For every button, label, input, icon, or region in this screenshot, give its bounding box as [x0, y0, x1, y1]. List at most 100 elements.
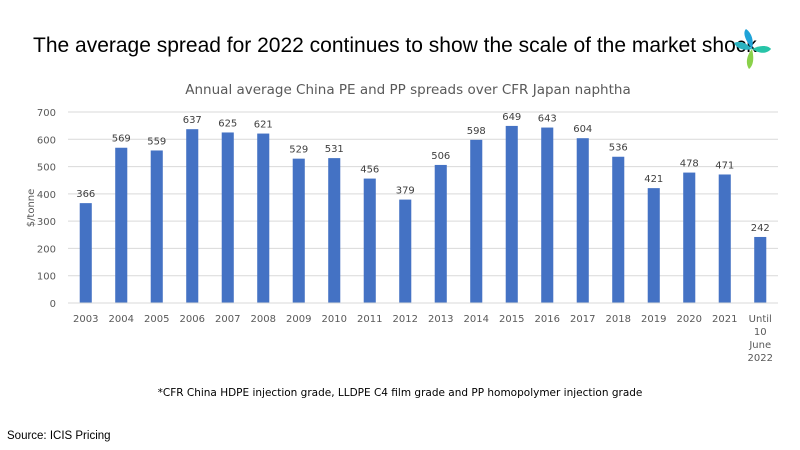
y-tick-label: 700 [37, 108, 56, 119]
data-label: 506 [431, 151, 450, 162]
bar [292, 158, 305, 303]
x-tick-label: 2005 [144, 314, 169, 325]
x-tick-label: Until 10 June 2022 [748, 314, 773, 364]
x-tick-label-line: 2007 [215, 314, 240, 325]
y-tick-label: 0 [50, 299, 56, 310]
x-tick-label: 2012 [393, 314, 418, 325]
x-tick-label: 2007 [215, 314, 240, 325]
data-label: 637 [183, 115, 202, 126]
x-tick-label-line: 2010 [322, 314, 347, 325]
x-tick-label-line: 2021 [712, 314, 737, 325]
bar [576, 138, 589, 303]
bar [79, 203, 92, 303]
y-tick-label: 300 [37, 217, 56, 228]
logo-petal-left [734, 41, 752, 50]
x-tick-label-line: 2011 [357, 314, 382, 325]
bar [683, 172, 696, 303]
y-tick-label: 400 [37, 190, 56, 201]
x-tick-label: 2011 [357, 314, 382, 325]
data-label: 643 [538, 114, 557, 125]
bar [257, 133, 270, 303]
x-tick-label: 2014 [464, 314, 489, 325]
bar-chart: Annual average China PE and PP spreads o… [26, 82, 778, 364]
data-label: 531 [325, 144, 344, 155]
y-tick-labels: 0 100 200 300 400 500 600 700 [37, 108, 56, 310]
x-tick-label-line: 2004 [109, 314, 134, 325]
data-label: 625 [218, 118, 237, 129]
x-tick-label: 2018 [606, 314, 631, 325]
data-label: 242 [751, 223, 770, 234]
x-tick-label: 2006 [180, 314, 205, 325]
x-tick-label-line: 2003 [73, 314, 98, 325]
bar [399, 199, 412, 303]
data-label: 366 [76, 189, 95, 200]
x-tick-label-line: 2008 [251, 314, 276, 325]
x-tick-label-line: 2012 [393, 314, 418, 325]
x-tick-label-line: 2014 [464, 314, 489, 325]
data-labels: 366 569 559 637 625 621 529 531 456 379 506 598 649 6… [76, 112, 770, 234]
x-tick-label: 2013 [428, 314, 453, 325]
data-label: 529 [289, 145, 308, 156]
data-label: 421 [644, 174, 663, 185]
y-tick-label: 600 [37, 135, 56, 146]
x-tick-label: 2003 [73, 314, 98, 325]
data-label: 478 [680, 159, 699, 170]
x-tick-label-line: 2020 [677, 314, 702, 325]
x-tick-label: 2009 [286, 314, 311, 325]
x-tick-label-line: 2017 [570, 314, 595, 325]
y-tick-label: 100 [37, 272, 56, 283]
x-tick-label-line: 2016 [535, 314, 560, 325]
bar [505, 125, 518, 303]
data-label: 621 [254, 120, 273, 131]
x-tick-label-line: 2018 [606, 314, 631, 325]
x-tick-label: 2004 [109, 314, 134, 325]
x-tick-label: 2021 [712, 314, 737, 325]
slide-title: The average spread for 2022 continues to… [33, 34, 757, 57]
logo-petal-top [744, 29, 753, 49]
x-tick-labels: 2003 2004 2005 2006 2007 2008 2009 2010 2011 2012… [73, 314, 773, 364]
data-label: 379 [396, 186, 415, 197]
x-tick-label: 2020 [677, 314, 702, 325]
logo-petal-bottom [746, 49, 754, 69]
bar [647, 188, 660, 303]
x-tick-label: 2015 [499, 314, 524, 325]
x-tick-label-line: 2013 [428, 314, 453, 325]
x-tick-label: 2019 [641, 314, 666, 325]
x-tick-label-line: June [748, 340, 771, 351]
bar [541, 127, 554, 303]
bar [363, 178, 376, 303]
bar [754, 236, 767, 303]
bar [470, 139, 483, 303]
bar [718, 174, 731, 303]
source-note: Source: ICIS Pricing [7, 430, 111, 442]
data-label: 569 [112, 134, 131, 145]
x-tick-label-line: 10 [754, 327, 767, 338]
x-tick-label-line: 2015 [499, 314, 524, 325]
y-tick-label: 500 [37, 163, 56, 174]
bars [79, 125, 767, 303]
data-label: 471 [715, 160, 734, 171]
gridlines [68, 111, 778, 277]
x-tick-label: 2016 [535, 314, 560, 325]
y-tick-label: 200 [37, 244, 56, 255]
footnote: *CFR China HDPE injection grade, LLDPE C… [157, 387, 643, 399]
x-tick-label-line: 2019 [641, 314, 666, 325]
x-tick-label-line: Until [749, 314, 772, 325]
data-label: 649 [502, 112, 521, 123]
data-label: 536 [609, 143, 628, 154]
x-tick-label-line: 2005 [144, 314, 169, 325]
x-tick-label: 2008 [251, 314, 276, 325]
data-label: 456 [360, 165, 379, 176]
data-label: 604 [573, 124, 592, 135]
chart-title: Annual average China PE and PP spreads o… [185, 82, 630, 98]
bar [328, 158, 341, 303]
data-label: 598 [467, 126, 486, 137]
x-tick-label-line: 2022 [748, 353, 773, 364]
bar [150, 150, 163, 303]
logo-petal-right [752, 46, 771, 53]
bar [434, 164, 447, 303]
data-label: 559 [147, 136, 166, 147]
y-axis-label: $/tonne [26, 189, 37, 228]
bar [186, 129, 199, 303]
bar [115, 147, 128, 303]
